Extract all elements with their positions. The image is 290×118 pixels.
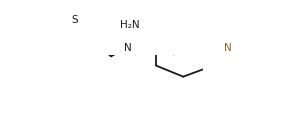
Text: N: N	[124, 43, 132, 53]
Text: H₂N: H₂N	[120, 20, 140, 30]
Text: S: S	[72, 15, 78, 25]
Text: N: N	[224, 43, 232, 53]
